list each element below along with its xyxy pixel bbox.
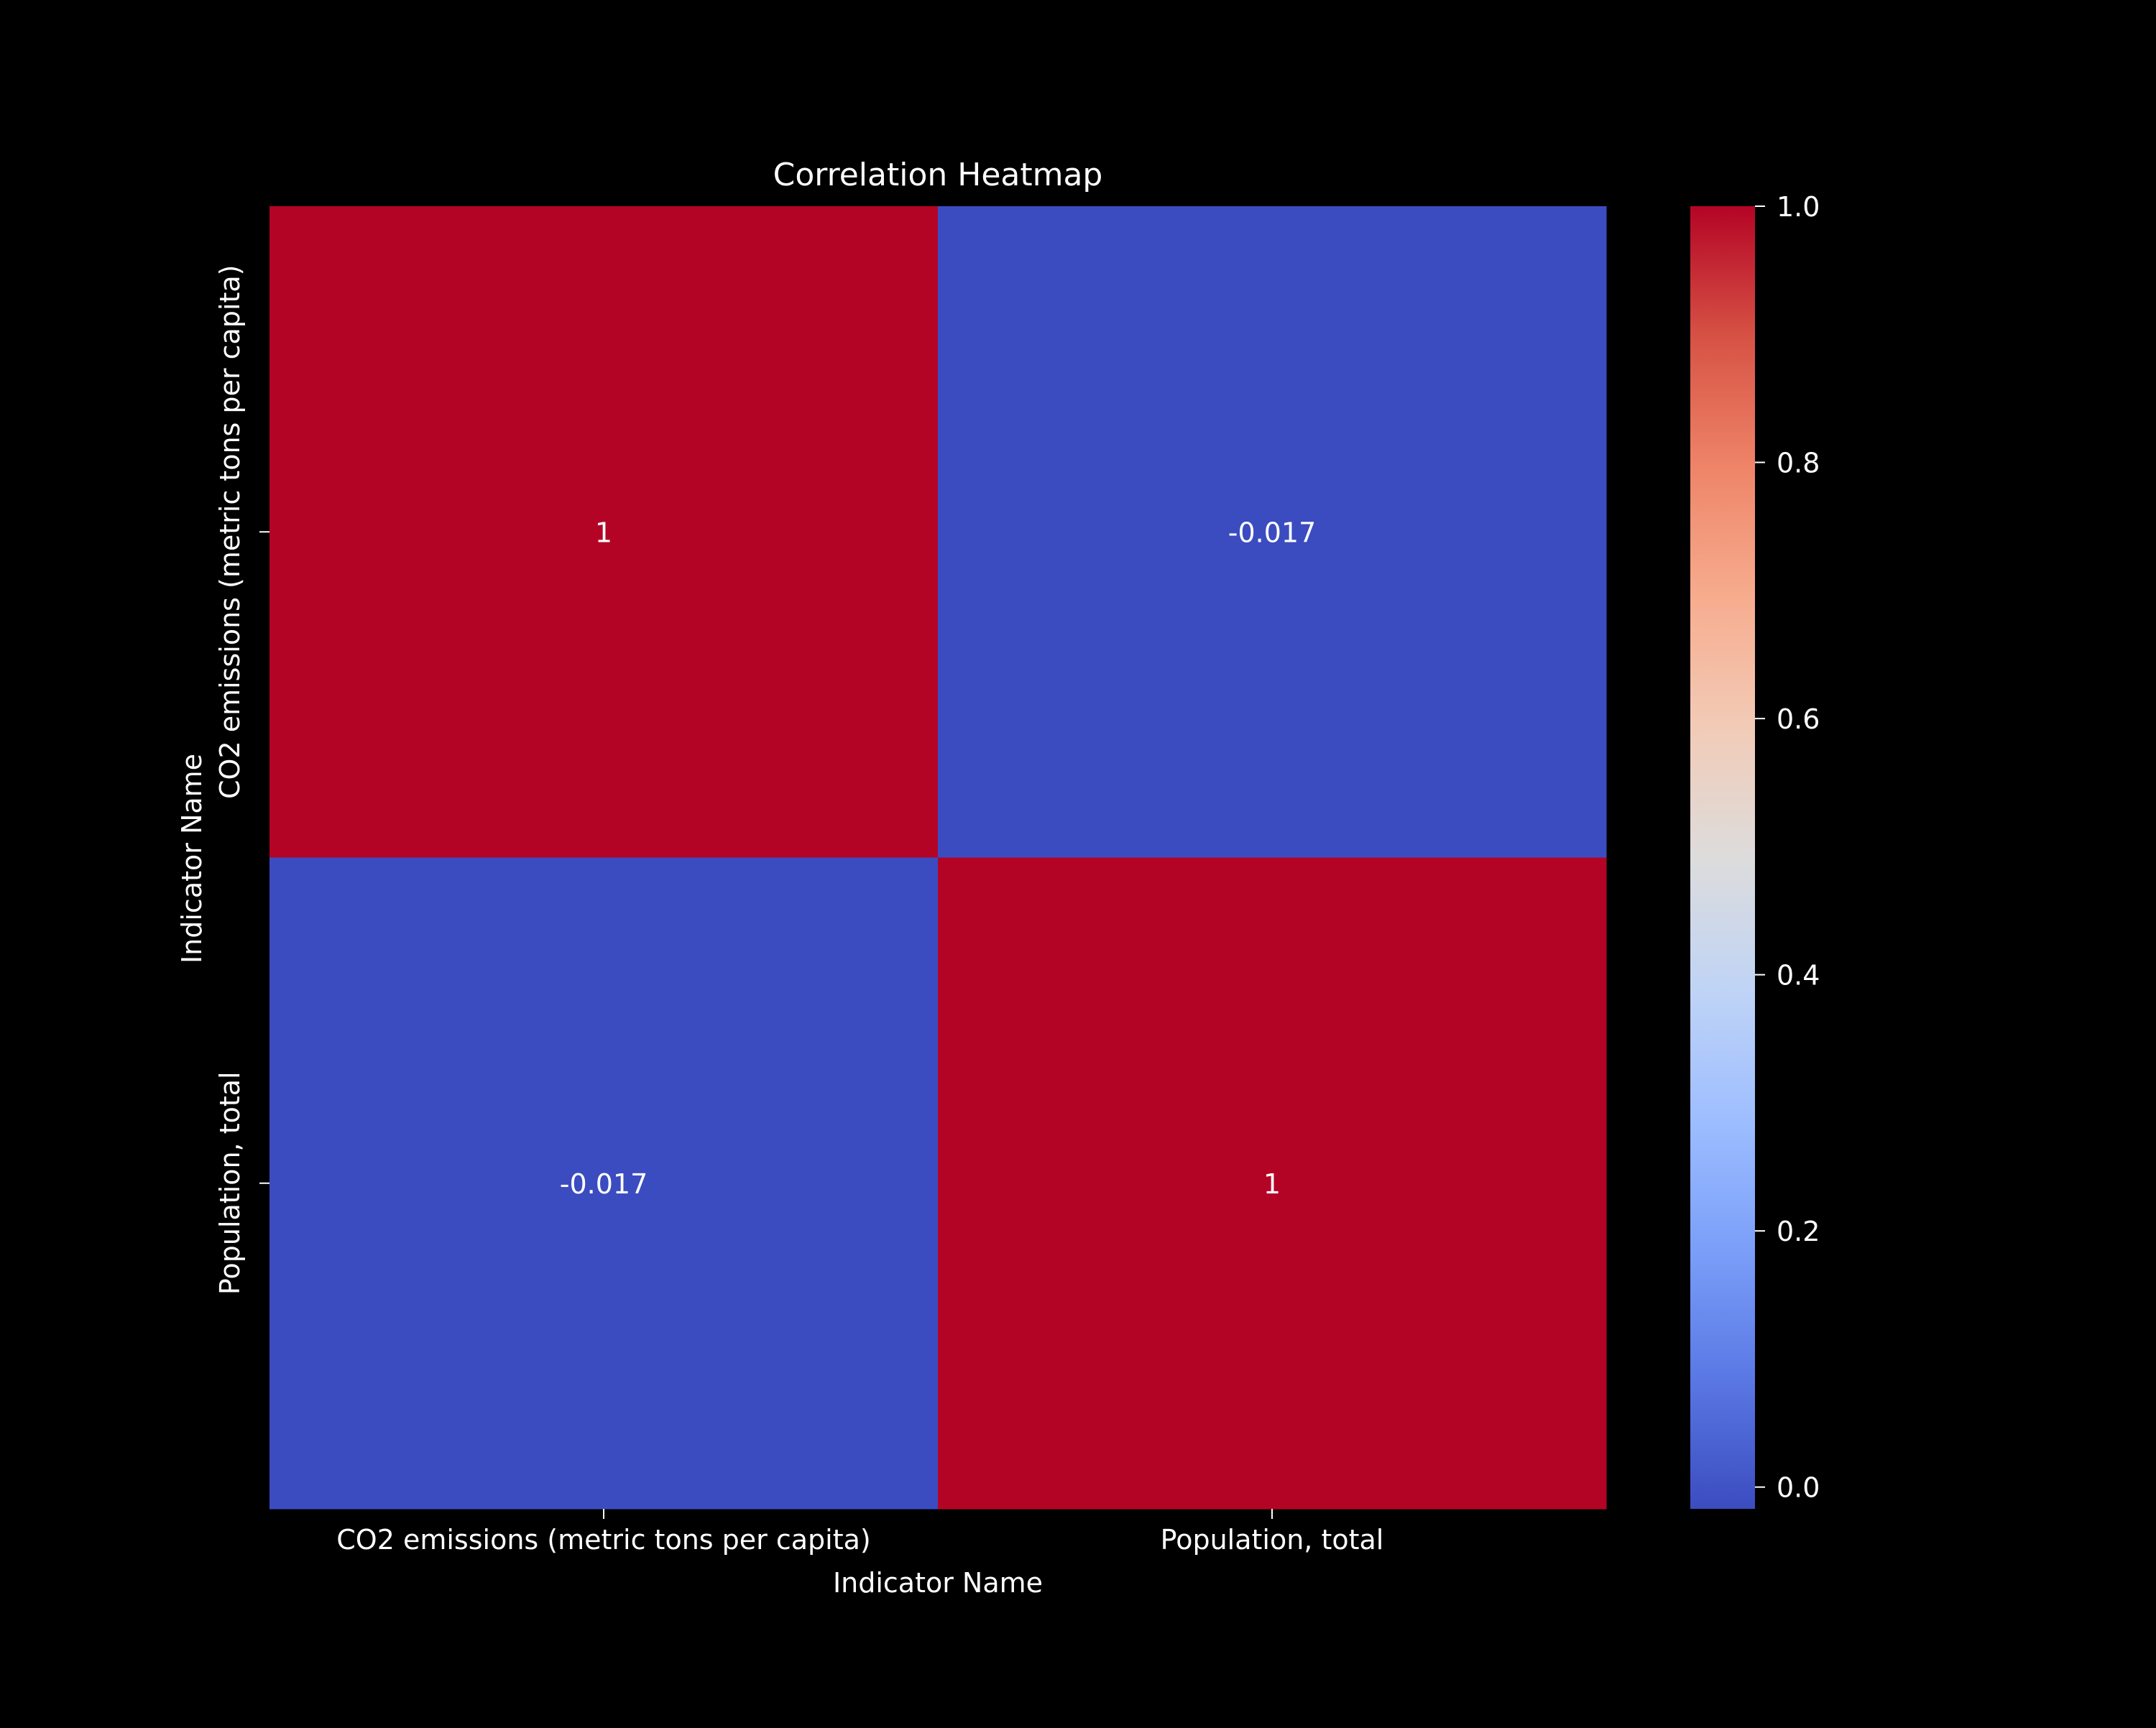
y-axis: CO2 emissions (metric tons per capita) Po…: [214, 265, 270, 1295]
y-tick-label-0: CO2 emissions (metric tons per capita): [214, 265, 246, 799]
colorbar-ticks: 0.0 0.2 0.4 0.6 0.8 1.0: [1755, 191, 1820, 1504]
y-axis-label: Indicator Name: [176, 754, 208, 964]
colorbar-tick-label-1: 0.2: [1777, 1216, 1820, 1247]
cell-value-1-1: 1: [1263, 1168, 1281, 1200]
colorbar-tick-label-4: 0.8: [1777, 448, 1820, 479]
heatmap-cell-1-1: [938, 857, 1607, 1510]
cell-value-1-0: -0.017: [560, 1168, 648, 1200]
cell-annotations: 1 -0.017 -0.017 1: [560, 517, 1317, 1200]
cell-value-0-1: -0.017: [1228, 517, 1317, 548]
colorbar-tick-label-3: 0.6: [1777, 703, 1820, 735]
heatmap-cell-0-1: [938, 206, 1607, 858]
colorbar-tick-label-0: 0.0: [1777, 1472, 1820, 1504]
colorbar: [1690, 206, 1755, 1509]
colorbar-tick-label-2: 0.4: [1777, 960, 1820, 992]
chart-title: Correlation Heatmap: [773, 157, 1103, 193]
heatmap-cells: [270, 206, 1607, 1510]
heatmap-cell-1-0: [270, 857, 939, 1510]
heatmap-cell-0-0: [270, 206, 939, 858]
cell-value-0-0: 1: [595, 517, 612, 548]
x-axis: CO2 emissions (metric tons per capita) Po…: [336, 1509, 1383, 1556]
colorbar-tick-label-5: 1.0: [1777, 191, 1820, 223]
x-tick-label-1: Population, total: [1161, 1524, 1384, 1556]
y-tick-label-1: Population, total: [214, 1071, 246, 1295]
x-tick-label-0: CO2 emissions (metric tons per capita): [336, 1524, 870, 1556]
x-axis-label: Indicator Name: [833, 1567, 1043, 1599]
